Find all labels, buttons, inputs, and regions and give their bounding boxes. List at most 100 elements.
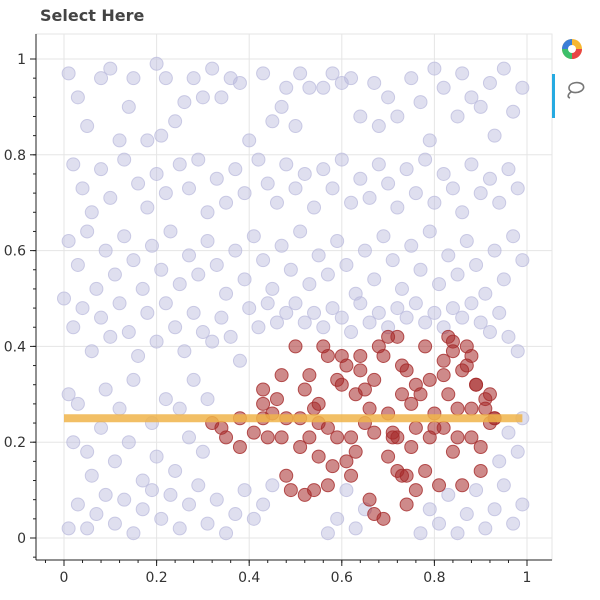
data-point — [432, 516, 447, 531]
chart-title: Select Here — [40, 6, 145, 25]
unselected-points — [57, 56, 530, 541]
data-point — [367, 272, 382, 287]
data-point — [107, 454, 122, 469]
data-point — [506, 229, 521, 244]
data-point — [413, 95, 428, 110]
selected-data-point — [334, 377, 349, 392]
selected-data-point — [320, 478, 335, 493]
data-point — [487, 502, 502, 517]
data-point — [149, 56, 164, 71]
data-point — [144, 483, 159, 498]
data-point — [344, 325, 359, 340]
data-point — [357, 243, 372, 258]
data-point — [450, 526, 465, 541]
selected-data-point — [445, 344, 460, 359]
data-point — [61, 66, 76, 81]
data-point — [478, 521, 493, 536]
data-point — [131, 348, 146, 363]
data-point — [371, 119, 386, 134]
selected-data-point — [367, 425, 382, 440]
selected-data-point — [302, 430, 317, 445]
data-point — [80, 224, 95, 239]
data-point — [413, 262, 428, 277]
data-point — [445, 301, 460, 316]
data-point — [80, 521, 95, 536]
selected-data-point — [376, 511, 391, 526]
data-point — [140, 305, 155, 320]
data-point — [445, 181, 460, 196]
selected-data-point — [455, 478, 470, 493]
data-point — [455, 310, 470, 325]
data-point — [496, 478, 511, 493]
data-point — [70, 497, 85, 512]
data-point — [279, 157, 294, 172]
data-point — [140, 200, 155, 215]
selected-data-point — [381, 329, 396, 344]
data-point — [144, 238, 159, 253]
lasso-select-button[interactable] — [552, 74, 592, 118]
selected-data-point — [353, 348, 368, 363]
selected-data-point — [404, 439, 419, 454]
selected-data-point — [325, 459, 340, 474]
data-point — [205, 61, 220, 76]
data-point — [214, 310, 229, 325]
y-tick-label: 1 — [17, 52, 26, 68]
data-point — [149, 334, 164, 349]
data-point — [320, 526, 335, 541]
data-point — [413, 526, 428, 541]
data-point — [441, 487, 456, 502]
data-point — [274, 99, 289, 114]
selected-data-point — [399, 468, 414, 483]
data-point — [422, 133, 437, 148]
data-point — [316, 80, 331, 95]
selected-data-point — [376, 348, 391, 363]
data-point — [325, 66, 340, 81]
data-point — [228, 507, 243, 522]
data-point — [459, 234, 474, 249]
selected-data-point — [283, 483, 298, 498]
data-point — [182, 497, 197, 512]
data-point — [94, 310, 109, 325]
data-point — [478, 286, 493, 301]
data-point — [107, 516, 122, 531]
data-point — [80, 119, 95, 134]
data-point — [418, 152, 433, 167]
data-point — [121, 99, 136, 114]
selected-data-point — [339, 454, 354, 469]
data-point — [501, 425, 516, 440]
data-point — [200, 392, 215, 407]
data-point — [515, 253, 530, 268]
selected-data-point — [334, 348, 349, 363]
data-point — [297, 166, 312, 181]
data-point — [399, 162, 414, 177]
data-point — [455, 205, 470, 220]
data-point — [450, 267, 465, 282]
data-point — [353, 109, 368, 124]
data-point — [140, 133, 155, 148]
selected-data-point — [432, 478, 447, 493]
data-point — [168, 463, 183, 478]
x-tick-label: 0.4 — [238, 570, 260, 586]
data-point — [186, 71, 201, 86]
bokeh-logo-icon[interactable] — [552, 34, 592, 64]
data-point — [242, 301, 257, 316]
data-point — [135, 281, 150, 296]
data-point — [219, 195, 234, 210]
data-point — [154, 128, 169, 143]
selected-data-point — [260, 430, 275, 445]
data-point — [408, 296, 423, 311]
data-point — [464, 157, 479, 172]
selected-data-point — [256, 396, 271, 411]
data-point — [339, 257, 354, 272]
selected-data-point — [256, 382, 271, 397]
active-tool-indicator — [552, 74, 555, 118]
data-point — [94, 420, 109, 435]
data-point — [473, 186, 488, 201]
data-point — [84, 205, 99, 220]
selected-data-point — [469, 377, 484, 392]
data-point — [149, 166, 164, 181]
data-point — [334, 152, 349, 167]
selected-data-point — [320, 348, 335, 363]
data-point — [339, 483, 354, 498]
